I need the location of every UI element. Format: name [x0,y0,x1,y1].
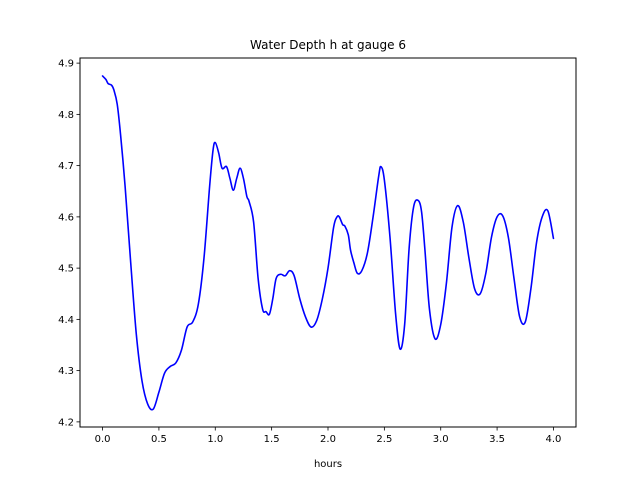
y-tick-label: 4.5 [58,264,74,275]
x-tick-label: 0.0 [95,434,111,445]
x-tick-label: 4.0 [546,434,562,445]
x-tick-label: 1.0 [207,434,223,445]
y-tick-label: 4.3 [58,366,74,377]
y-tick-label: 4.9 [58,59,74,70]
x-tick-label: 0.5 [151,434,167,445]
y-tick-label: 4.7 [58,161,74,172]
y-tick-label: 4.8 [58,110,74,121]
y-tick-label: 4.2 [58,417,74,428]
y-tick-label: 4.4 [58,315,74,326]
x-axis-label: hours [314,459,342,470]
plot-frame [79,57,577,428]
plot-area [101,75,555,411]
x-tick-label: 2.0 [320,434,336,445]
x-tick-label: 3.0 [433,434,449,445]
y-axis: 4.2 4.3 4.4 4.5 4.6 4.7 4.8 4.9 [58,59,80,428]
y-tick-label: 4.6 [58,212,74,223]
chart-title: Water Depth h at gauge 6 [250,38,406,52]
series-line [101,75,555,411]
x-tick-label: 1.5 [264,434,280,445]
x-tick-label: 3.5 [489,434,505,445]
x-tick-label: 2.5 [376,434,392,445]
x-axis: 0.0 0.5 1.0 1.5 2.0 2.5 3.0 3.5 4.0 [95,427,562,445]
